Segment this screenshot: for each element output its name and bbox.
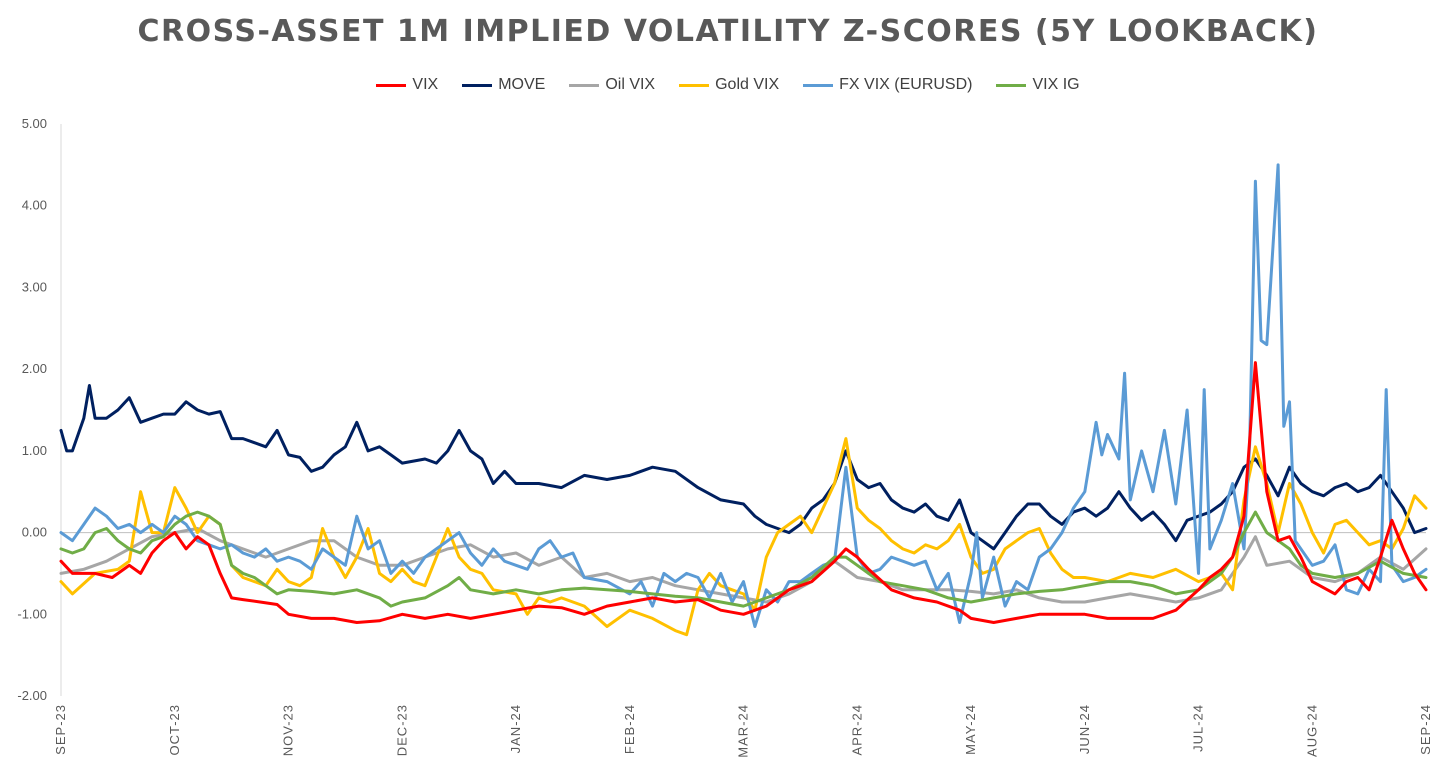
y-tick-label: 1.00	[22, 443, 47, 458]
x-tick-label: SEP-23	[53, 704, 68, 755]
x-tick-label: APR-24	[849, 704, 864, 756]
x-tick-label: FEB-24	[622, 704, 637, 754]
legend-swatch	[569, 83, 600, 87]
legend-swatch	[996, 83, 1027, 87]
chart-legend: VIX MOVE Oil VIX Gold VIX FX VIX (EURUSD) VIX…	[0, 76, 1456, 94]
chart-title: CROSS-ASSET 1M IMPLIED VOLATILITY Z-SCOR…	[137, 14, 1319, 49]
y-tick-label: -1.00	[17, 606, 47, 621]
x-tick-label: JUN-24	[1077, 704, 1092, 754]
x-tick-label: AUG-24	[1304, 704, 1319, 757]
x-tick-label: MAR-24	[736, 704, 751, 758]
series-line-oil-vix	[59, 527, 1428, 604]
legend-item: MOVE	[462, 76, 545, 94]
legend-swatch	[376, 83, 407, 87]
y-tick-label: 4.00	[22, 198, 47, 213]
legend-label: VIX IG	[1032, 76, 1080, 93]
series-line-fx-vix-eurusd	[59, 163, 1428, 628]
legend-item: VIX IG	[996, 76, 1080, 94]
series-line-vix	[59, 361, 1428, 624]
x-tick-label: MAY-24	[963, 704, 978, 755]
legend-label: VIX	[412, 76, 439, 93]
legend-label: FX VIX (EURUSD)	[839, 76, 973, 93]
x-tick-label: NOV-23	[281, 704, 296, 756]
legend-swatch	[679, 83, 710, 87]
series-line-vix-ig	[59, 510, 1428, 608]
legend-swatch	[462, 83, 493, 87]
legend-item: VIX	[376, 76, 438, 94]
y-tick-label: 5.00	[22, 116, 47, 131]
y-tick-label: 3.00	[22, 279, 47, 294]
legend-item: Oil VIX	[569, 76, 655, 94]
legend-item: FX VIX (EURUSD)	[803, 76, 972, 94]
series-line-move	[59, 384, 1428, 551]
x-tick-label: JAN-24	[508, 704, 523, 753]
legend-swatch	[803, 83, 834, 87]
legend-label: Oil VIX	[605, 76, 656, 93]
legend-item: Gold VIX	[679, 76, 779, 94]
x-tick-label: OCT-23	[167, 704, 182, 756]
y-tick-label: 2.00	[22, 361, 47, 376]
legend-label: MOVE	[498, 76, 546, 93]
x-tick-label: SEP-24	[1418, 704, 1433, 755]
x-tick-label: JUL-24	[1191, 704, 1206, 752]
y-tick-label: 0.00	[22, 525, 47, 540]
legend-label: Gold VIX	[715, 76, 780, 93]
y-tick-label: -2.00	[17, 688, 47, 703]
x-tick-label: DEC-23	[394, 704, 409, 756]
